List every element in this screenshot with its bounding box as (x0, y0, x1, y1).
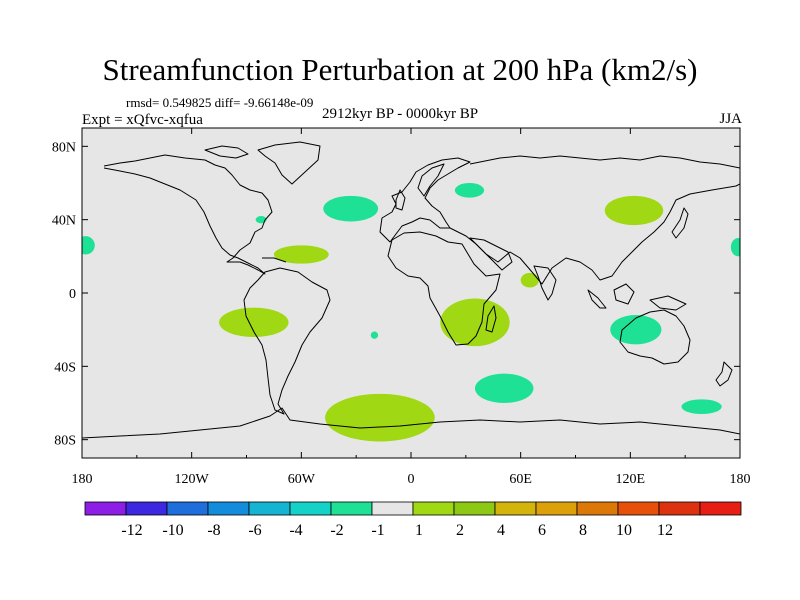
colorbar: -12 -10 -8 -6 -4 -2 -1 1 2 4 6 8 10 12 (84, 501, 742, 539)
coast-new-zealand (715, 361, 733, 387)
anomaly-region (323, 195, 379, 222)
coast-antarctica (82, 407, 740, 439)
colorbar-label: 10 (616, 522, 632, 539)
anomaly-region (82, 236, 95, 255)
anomaly-region (610, 315, 662, 345)
anomaly-region (474, 373, 534, 404)
colorbar-label: 4 (497, 522, 505, 539)
experiment-label: Expt = xQfvc-xqfua (82, 112, 203, 128)
colorbar-label: -8 (207, 522, 220, 539)
stats-text: rmsd= 0.549825 diff= -9.66148e-09 (126, 95, 314, 110)
coast-cuba (262, 257, 287, 263)
colorbar-swatch (494, 501, 537, 516)
coast-greenland (257, 141, 321, 185)
colorbar-label: -1 (371, 522, 384, 539)
season-label: JJA (719, 111, 742, 127)
colorbar-swatch (699, 501, 742, 516)
anomaly-layer (82, 183, 740, 442)
colorbar-label: 6 (538, 522, 546, 539)
coast-arctic-islands (204, 145, 249, 159)
colorbar-swatch (125, 501, 168, 516)
lat-label: 0 (69, 287, 76, 302)
coast-asia (449, 155, 740, 285)
axis-layer: 80N 40N 0 40S 80S 180 120W 60W 0 60E 120E 180 (52, 128, 751, 487)
colorbar-label: -6 (248, 522, 261, 539)
lon-label: 120E (616, 472, 646, 487)
colorbar-label: -12 (121, 522, 142, 539)
anomaly-region (520, 272, 539, 288)
colorbar-label: -4 (289, 522, 302, 539)
colorbar-label: 2 (456, 522, 464, 539)
colorbar-label: 8 (579, 522, 587, 539)
colorbar-swatch (371, 501, 414, 516)
coast-new-guinea (649, 295, 687, 311)
colorbar-swatch (576, 501, 619, 516)
colorbar-swatch (248, 501, 291, 516)
colorbar-swatch (412, 501, 455, 516)
coast-scandinavia (417, 163, 445, 197)
chart-title: Streamfunction Perturbation at 200 hPa (… (102, 52, 698, 87)
coastlines (82, 141, 740, 439)
coast-britain (395, 189, 406, 211)
coast-arabia (469, 237, 513, 271)
anomaly-region (255, 216, 267, 224)
lat-label: 80N (52, 140, 76, 155)
anomaly-region (273, 245, 329, 264)
anomaly-region (440, 298, 510, 347)
colorbar-label: 12 (657, 522, 673, 539)
coast-north-america (103, 154, 273, 275)
colorbar-swatch (166, 501, 209, 516)
coast-europe (379, 157, 471, 243)
lat-label: 40S (54, 360, 76, 375)
coast-south-america (243, 267, 331, 415)
anomaly-region (681, 399, 722, 414)
colorbar-swatch (207, 501, 250, 516)
coast-africa (387, 231, 501, 346)
colorbar-label: 1 (415, 522, 423, 539)
colorbar-swatch (535, 501, 578, 516)
coast-india (533, 265, 557, 301)
anomaly-region (730, 238, 740, 257)
anomaly-region (325, 393, 435, 442)
coast-japan (671, 207, 689, 239)
colorbar-label: -2 (330, 522, 343, 539)
lon-label: 180 (730, 472, 751, 487)
period-label: 2912kyr BP - 0000kyr BP (322, 106, 479, 122)
coast-madagascar (485, 305, 497, 333)
coast-australia (619, 309, 691, 365)
lon-label: 60W (288, 472, 316, 487)
lon-label: 60E (509, 472, 532, 487)
lon-label: 120W (175, 472, 210, 487)
colorbar-swatch (330, 501, 373, 516)
coast-sumatra (587, 289, 607, 309)
lon-label: 0 (408, 472, 415, 487)
colorbar-swatch (658, 501, 701, 516)
lon-label: 180 (72, 472, 93, 487)
lat-label: 40N (52, 214, 76, 229)
colorbar-swatch (84, 501, 127, 516)
anomaly-region (604, 195, 664, 226)
colorbar-swatch (453, 501, 496, 516)
colorbar-swatch (617, 501, 660, 516)
anomaly-region (454, 183, 485, 198)
colorbar-label: -10 (162, 522, 183, 539)
lat-label: 80S (54, 434, 76, 449)
anomaly-region (219, 307, 289, 338)
coast-borneo (613, 283, 635, 305)
colorbar-swatch (289, 501, 332, 516)
anomaly-region (370, 331, 379, 339)
